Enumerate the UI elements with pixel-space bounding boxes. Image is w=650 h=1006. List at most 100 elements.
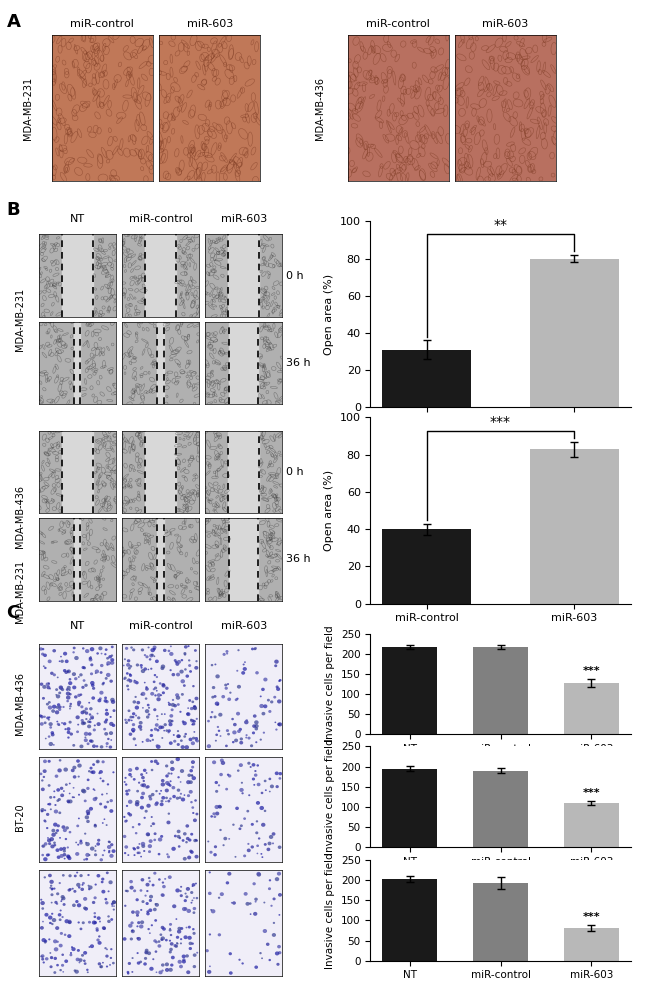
Ellipse shape	[140, 856, 142, 857]
Ellipse shape	[249, 902, 252, 904]
Ellipse shape	[253, 911, 257, 915]
Ellipse shape	[96, 652, 99, 655]
Ellipse shape	[98, 941, 101, 945]
Ellipse shape	[46, 716, 49, 719]
Ellipse shape	[215, 674, 220, 678]
Ellipse shape	[112, 908, 115, 910]
Ellipse shape	[244, 892, 248, 895]
Ellipse shape	[172, 904, 176, 908]
Ellipse shape	[250, 744, 254, 747]
Ellipse shape	[92, 901, 96, 904]
Ellipse shape	[54, 810, 58, 814]
Ellipse shape	[250, 845, 254, 848]
Ellipse shape	[73, 890, 77, 892]
Ellipse shape	[176, 673, 180, 676]
Ellipse shape	[237, 770, 240, 772]
Ellipse shape	[56, 829, 59, 832]
Ellipse shape	[146, 902, 149, 905]
Ellipse shape	[83, 679, 86, 682]
Ellipse shape	[82, 921, 85, 925]
Ellipse shape	[163, 649, 166, 652]
Ellipse shape	[62, 825, 66, 829]
Ellipse shape	[124, 777, 127, 779]
Ellipse shape	[47, 837, 49, 839]
Ellipse shape	[185, 674, 189, 678]
Ellipse shape	[146, 832, 150, 836]
Ellipse shape	[189, 850, 192, 853]
Ellipse shape	[236, 712, 240, 715]
Ellipse shape	[156, 763, 159, 765]
Ellipse shape	[57, 941, 59, 943]
Ellipse shape	[55, 694, 57, 695]
Ellipse shape	[126, 889, 129, 892]
Ellipse shape	[98, 962, 101, 966]
Ellipse shape	[65, 838, 67, 840]
Ellipse shape	[239, 827, 241, 830]
Ellipse shape	[156, 690, 158, 691]
Ellipse shape	[150, 648, 155, 652]
Ellipse shape	[65, 660, 69, 663]
Ellipse shape	[192, 885, 194, 887]
Ellipse shape	[44, 810, 46, 811]
Ellipse shape	[176, 758, 180, 762]
Ellipse shape	[182, 959, 185, 962]
Ellipse shape	[138, 843, 140, 845]
Ellipse shape	[96, 939, 99, 942]
Ellipse shape	[161, 664, 165, 669]
Ellipse shape	[105, 955, 109, 958]
Ellipse shape	[170, 714, 174, 717]
Ellipse shape	[153, 708, 157, 711]
Ellipse shape	[254, 647, 257, 650]
Ellipse shape	[150, 761, 153, 763]
Ellipse shape	[179, 711, 181, 713]
Ellipse shape	[46, 682, 50, 686]
Ellipse shape	[161, 783, 165, 787]
Ellipse shape	[78, 818, 80, 819]
Ellipse shape	[252, 778, 255, 781]
Text: miR-603: miR-603	[187, 19, 233, 29]
Ellipse shape	[214, 664, 216, 665]
Ellipse shape	[106, 966, 108, 968]
Ellipse shape	[169, 940, 171, 942]
Ellipse shape	[263, 901, 265, 903]
Ellipse shape	[168, 729, 171, 732]
Ellipse shape	[188, 781, 193, 784]
Ellipse shape	[136, 937, 139, 940]
Ellipse shape	[48, 803, 51, 806]
Ellipse shape	[84, 684, 88, 687]
Ellipse shape	[255, 900, 257, 902]
Ellipse shape	[247, 848, 251, 852]
Ellipse shape	[245, 736, 247, 738]
Ellipse shape	[218, 729, 220, 732]
Ellipse shape	[99, 803, 102, 806]
Ellipse shape	[276, 785, 279, 788]
Ellipse shape	[94, 912, 96, 914]
Ellipse shape	[73, 647, 75, 649]
Ellipse shape	[87, 874, 90, 876]
Ellipse shape	[229, 691, 231, 694]
Ellipse shape	[106, 657, 109, 660]
Ellipse shape	[69, 793, 71, 795]
Ellipse shape	[237, 685, 241, 689]
Ellipse shape	[215, 812, 219, 816]
Ellipse shape	[184, 907, 187, 910]
Text: MDA-MB-231: MDA-MB-231	[23, 76, 32, 140]
Ellipse shape	[148, 877, 150, 879]
Ellipse shape	[224, 683, 227, 686]
Ellipse shape	[226, 653, 228, 655]
Ellipse shape	[111, 700, 115, 704]
Ellipse shape	[149, 933, 151, 934]
Bar	[382, 529, 471, 604]
Ellipse shape	[194, 737, 198, 740]
Ellipse shape	[83, 721, 86, 724]
Ellipse shape	[94, 850, 96, 852]
Ellipse shape	[173, 704, 177, 707]
Ellipse shape	[148, 928, 150, 931]
Ellipse shape	[161, 796, 165, 800]
Ellipse shape	[51, 888, 53, 890]
Ellipse shape	[176, 696, 180, 700]
Ellipse shape	[101, 889, 105, 893]
Ellipse shape	[109, 679, 113, 683]
Ellipse shape	[133, 889, 136, 892]
Ellipse shape	[172, 786, 176, 790]
